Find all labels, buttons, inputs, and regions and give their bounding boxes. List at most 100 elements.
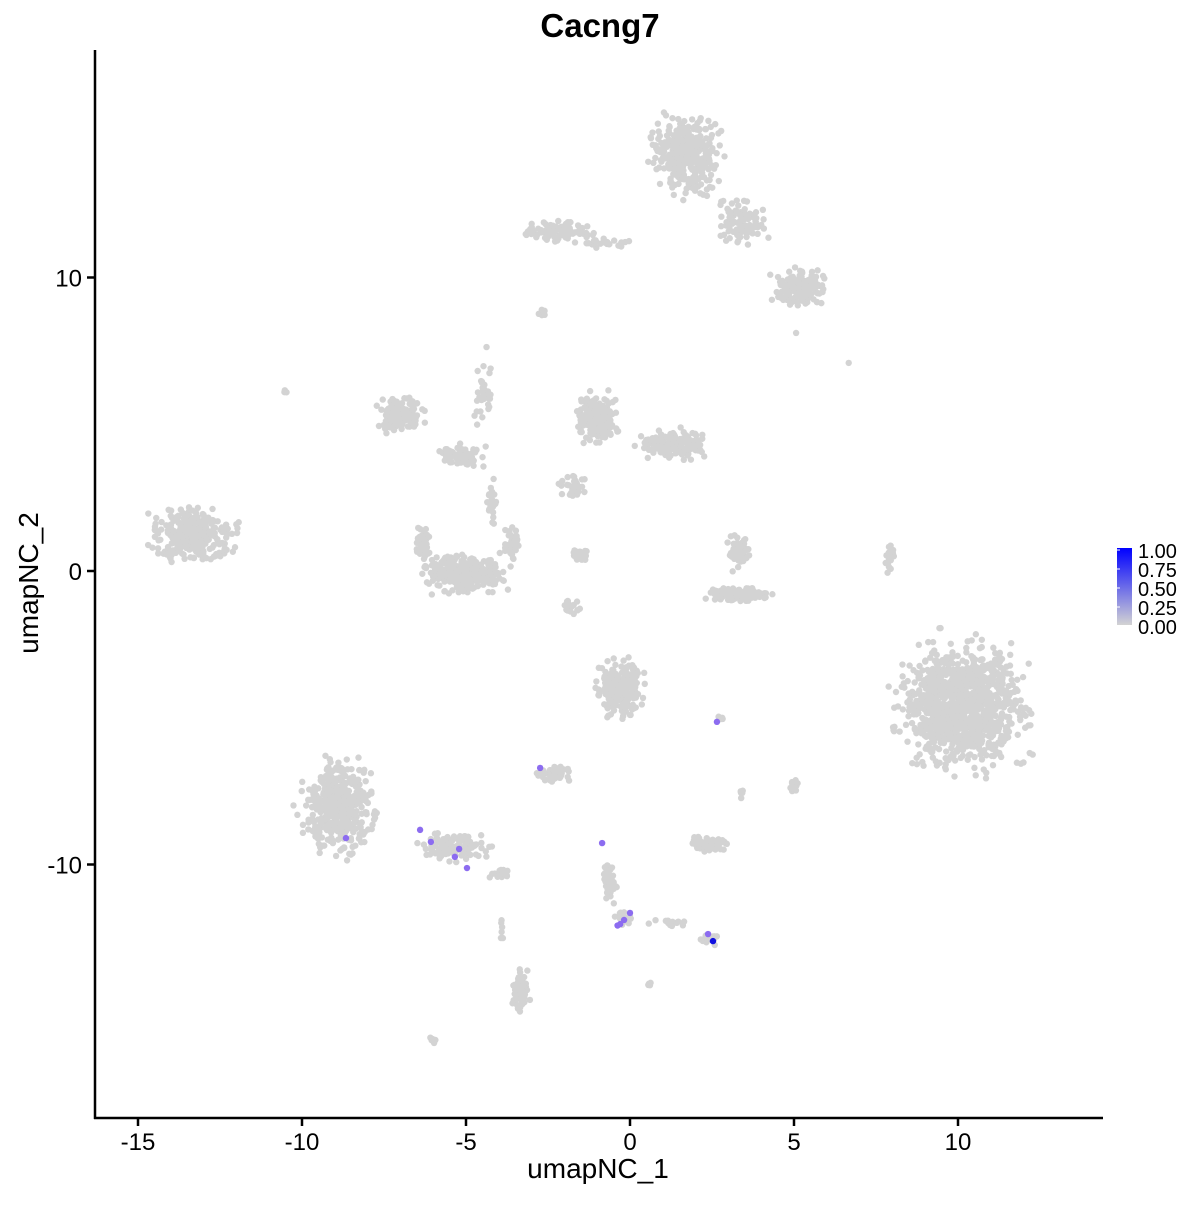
cell-point [905,713,912,720]
cell-point [326,827,333,834]
cell-point [474,367,481,375]
cell-point [814,267,821,274]
expressing-cell-point [451,853,459,861]
cell-point [537,226,545,234]
cell-point [574,607,581,614]
cell-point [730,545,737,553]
cell-point [364,826,372,833]
cell-point [362,808,369,816]
cell-point [503,872,510,879]
cell-point [345,787,353,795]
cell-point [456,451,464,458]
cell-point [982,775,990,782]
cell-point [483,343,490,351]
cell-point [978,756,986,763]
cell-point [942,766,950,773]
cell-point [916,751,923,758]
cell-point [924,666,931,674]
cell-point [478,844,485,852]
cell-point [656,180,664,188]
cell-point [449,564,457,571]
cell-point [428,591,436,598]
cell-point [612,670,619,678]
cell-point [954,660,962,668]
cell-point [554,235,562,243]
cell-point [421,407,428,415]
cell-point [334,791,342,798]
cell-point [233,529,241,537]
cell-point [323,808,331,816]
cell-point [989,703,996,711]
cell-point [673,449,680,456]
expressing-cell-point [626,909,634,917]
cell-point [669,436,677,444]
cell-point [979,732,987,739]
cell-point [422,564,430,572]
cell-point [919,758,926,766]
cell-point [437,850,444,858]
y-tick-label: -10 [47,853,82,880]
cell-point [984,711,991,718]
cell-point [467,851,474,859]
cell-point [423,851,430,859]
cell-point [961,708,968,715]
cell-point [591,402,599,410]
cell-point [985,690,992,697]
cell-point [361,766,368,774]
cell-point [433,834,441,842]
cell-point [962,692,969,699]
cell-point [354,800,361,807]
cell-point [472,558,480,566]
cell-point [343,756,350,763]
cell-point [423,531,431,539]
cell-point [323,814,331,821]
cell-point [356,766,363,774]
cell-point [906,702,914,710]
cell-point [324,780,331,787]
cell-point [406,400,413,408]
cell-point [641,680,648,688]
cell-point [809,280,816,288]
cell-point [922,745,929,752]
cell-point [482,443,489,450]
cell-point [1016,713,1024,720]
cell-point [647,133,654,141]
cell-point [337,820,344,827]
cell-point [332,852,340,860]
cell-point [664,433,671,441]
cell-point [659,149,667,157]
cell-point [157,526,165,533]
cell-point [333,826,340,834]
cell-point [767,271,774,278]
cell-point [976,740,984,747]
cell-point [558,768,565,775]
cell-point [780,294,787,301]
cell-point [760,225,768,232]
cell-point [706,157,713,165]
cell-point [334,766,341,773]
cell-point [643,436,650,444]
cell-point [985,725,992,732]
cell-point [333,800,341,808]
cell-point [955,744,962,752]
cell-point [436,839,444,846]
cell-point [349,843,356,851]
cell-point [564,773,571,781]
cell-point [631,442,638,450]
cell-point [207,529,214,536]
cell-point [963,659,970,666]
cell-point [604,420,611,428]
cell-point [995,725,1003,732]
cell-point [742,535,749,543]
cell-point [652,154,659,162]
cell-point [746,210,753,217]
cell-point [727,533,735,540]
cell-point [351,816,359,824]
cell-point [728,200,736,207]
cell-point [692,430,699,438]
cell-point [774,273,782,281]
cell-point [473,408,480,415]
cell-point [344,766,351,773]
cell-point [582,552,590,560]
